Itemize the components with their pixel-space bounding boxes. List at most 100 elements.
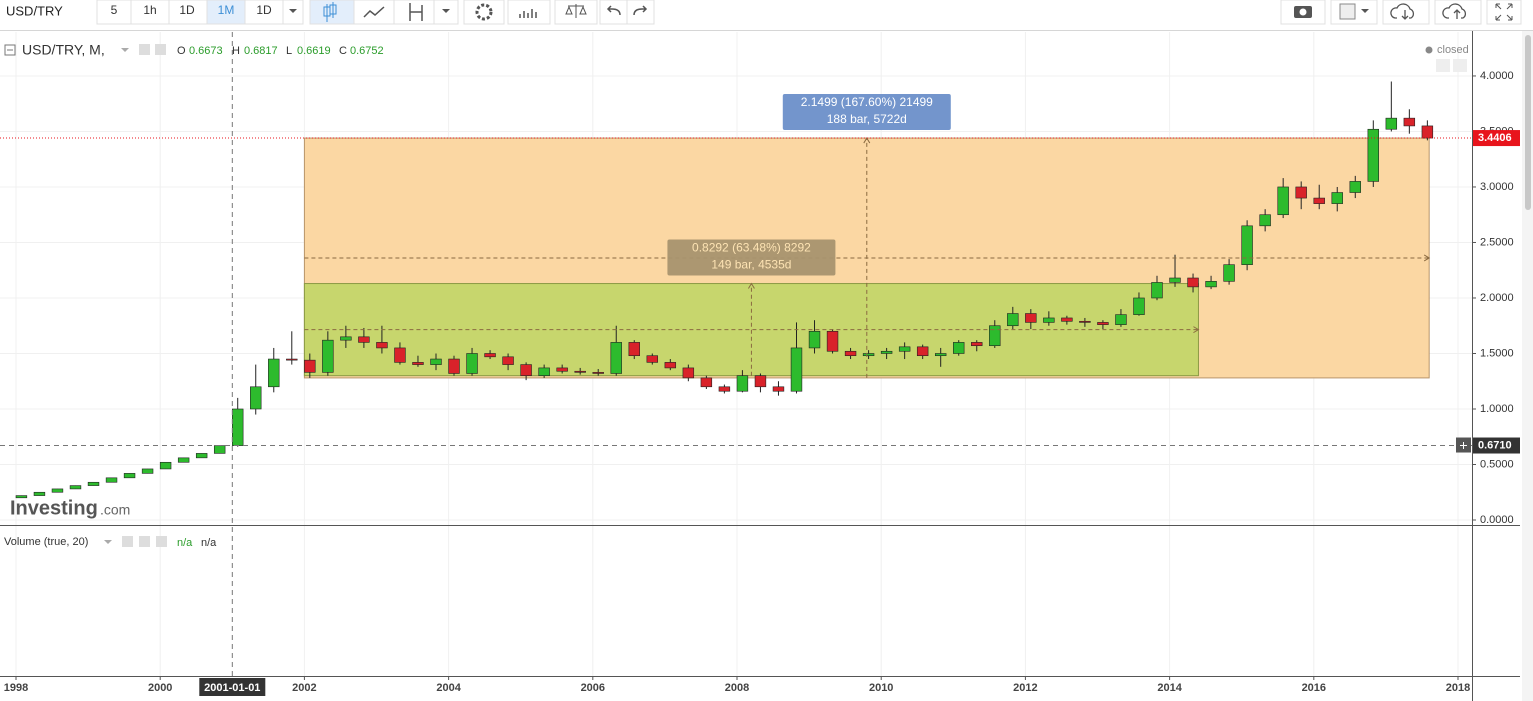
redo-button[interactable] xyxy=(626,0,655,25)
icon xyxy=(1495,3,1513,21)
y-tick-label: 0.0000 xyxy=(1480,514,1514,526)
x-tick-label: 1998 xyxy=(4,682,28,694)
candle-body xyxy=(466,353,478,374)
icon xyxy=(1299,8,1307,16)
caret xyxy=(289,9,297,13)
candle-body xyxy=(664,362,677,369)
candle-body xyxy=(1259,214,1271,227)
candle-body xyxy=(448,358,460,374)
candle-body xyxy=(538,367,550,376)
candle-body xyxy=(790,347,803,392)
ohlc-value: 0.6817 xyxy=(244,45,278,57)
x-tick-label: 2002 xyxy=(292,682,316,694)
settings-button[interactable] xyxy=(139,536,150,547)
x-tick-label: 2014 xyxy=(1157,682,1182,694)
caret xyxy=(442,9,450,13)
interval-button-active[interactable] xyxy=(206,0,246,25)
interval[interactable]: 5 xyxy=(111,3,118,17)
candle-body xyxy=(177,457,190,463)
volume-title: Volume (true, 20) xyxy=(4,536,88,548)
interval[interactable]: 1h xyxy=(143,3,156,17)
close-button[interactable] xyxy=(156,536,167,547)
icon xyxy=(633,5,648,16)
candle-body xyxy=(484,353,496,358)
candle-body xyxy=(1421,125,1434,139)
candle-body xyxy=(1367,128,1380,182)
measure-label: 188 bar, 5722d xyxy=(827,112,907,126)
candle-body xyxy=(1097,322,1109,325)
candle-body xyxy=(736,375,749,392)
interval[interactable]: 1D xyxy=(256,3,272,17)
ohlc-value: 0.6752 xyxy=(350,45,384,57)
candle-body xyxy=(916,346,929,357)
x-tick-label: 2008 xyxy=(725,682,749,694)
candle-body xyxy=(610,342,622,374)
candle-body xyxy=(304,359,316,373)
interval[interactable]: 1M xyxy=(218,3,235,17)
load-button[interactable] xyxy=(1382,0,1430,25)
candle-body xyxy=(322,339,334,373)
symbol[interactable]: USD/TRY xyxy=(6,3,63,18)
interval-button[interactable] xyxy=(244,0,284,25)
candle-body xyxy=(1133,297,1145,315)
interval-button[interactable] xyxy=(168,0,208,25)
interval-button[interactable] xyxy=(96,0,132,25)
toolbar: USD/TRY 5 1h 1D 1M 1D xyxy=(0,0,1533,31)
candle-body xyxy=(556,367,568,372)
measure-label: 2.1499 (167.60%) 21499 xyxy=(801,95,933,109)
icon xyxy=(1442,3,1467,19)
candle-body xyxy=(700,377,713,388)
crosshair-y-label: 0.6710 xyxy=(1478,439,1512,451)
candle-body xyxy=(123,473,136,479)
scrollbar[interactable] xyxy=(1522,31,1533,701)
scroll-button[interactable] xyxy=(1436,59,1450,72)
save-button[interactable] xyxy=(1434,0,1482,25)
eye-button[interactable] xyxy=(122,536,133,547)
area-button[interactable] xyxy=(353,0,395,25)
candles-button[interactable] xyxy=(309,0,355,25)
caret[interactable] xyxy=(104,540,112,544)
x-tick-label: 2000 xyxy=(148,682,172,694)
scroll-button[interactable] xyxy=(1453,59,1467,72)
candle-body xyxy=(1241,225,1253,265)
candle-body xyxy=(1349,181,1361,193)
measure-label: 149 bar, 4535d xyxy=(711,258,791,272)
candle-body xyxy=(1403,117,1416,127)
overlay: 2.1499 (167.60%) 21499 188 bar, 5722d 0.82… xyxy=(0,32,1520,696)
x-tick-label: 2006 xyxy=(581,682,605,694)
candle-body xyxy=(1025,313,1037,323)
candle-body xyxy=(1061,317,1073,322)
eye-button[interactable] xyxy=(139,44,150,55)
candle-body xyxy=(1313,197,1325,204)
candle-body xyxy=(772,386,785,392)
candle-body xyxy=(1277,186,1289,216)
fullscreen-button[interactable] xyxy=(1486,0,1522,25)
scrollbar-thumb[interactable] xyxy=(1525,35,1531,210)
candle-body xyxy=(33,491,46,496)
interval-button[interactable] xyxy=(130,0,170,25)
candle-body xyxy=(592,372,604,374)
candle-body xyxy=(1385,117,1398,130)
icon xyxy=(363,6,385,18)
icon xyxy=(475,3,493,21)
candle-body xyxy=(412,362,424,365)
candle-body xyxy=(394,347,406,363)
candle-body xyxy=(105,477,118,483)
candle-body xyxy=(646,355,658,363)
interval[interactable]: 1D xyxy=(179,3,195,17)
icon xyxy=(409,3,423,21)
plot xyxy=(15,81,1434,499)
x-tick-label: 2012 xyxy=(1013,682,1037,694)
settings-button[interactable] xyxy=(155,44,166,55)
candle-body xyxy=(1151,282,1163,299)
undo-button[interactable] xyxy=(599,0,628,25)
caret[interactable] xyxy=(121,48,129,52)
candle-body xyxy=(520,364,532,376)
candle-body xyxy=(358,336,370,343)
compare-button[interactable] xyxy=(507,0,551,25)
candle-body xyxy=(213,445,226,454)
candle-body xyxy=(87,481,100,486)
crosshair-x-label: 2001-01-01 xyxy=(204,682,260,694)
candle-body xyxy=(1223,264,1235,282)
